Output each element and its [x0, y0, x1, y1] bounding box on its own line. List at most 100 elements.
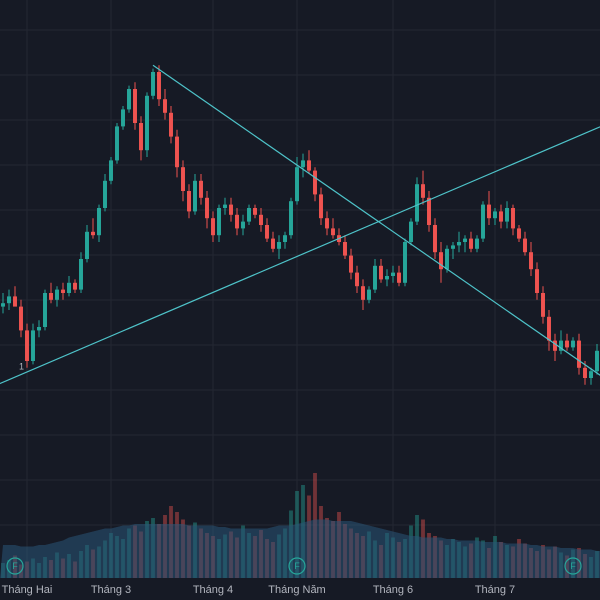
candle-body — [475, 238, 479, 249]
candle-body — [7, 296, 11, 304]
candle-body — [163, 99, 167, 113]
candle-body — [133, 89, 137, 123]
candle-body — [397, 272, 401, 283]
candle-body — [259, 214, 263, 225]
candle-body — [25, 330, 29, 361]
flag-marker-label: F — [570, 561, 576, 571]
candle-body — [157, 72, 161, 100]
candle-body — [43, 293, 47, 327]
candle-body — [205, 197, 209, 219]
candle-body — [151, 72, 155, 96]
candle-body — [511, 208, 515, 229]
candle-body — [139, 123, 143, 151]
candle-body — [277, 242, 281, 249]
candle-body — [451, 245, 455, 249]
grid-lines — [0, 0, 600, 578]
candle-body — [559, 340, 563, 351]
x-tick-label: Tháng 4 — [193, 584, 233, 596]
candle-body — [283, 235, 287, 242]
flag-marker-label: F — [12, 561, 18, 571]
candle-body — [373, 265, 377, 290]
candle-body — [565, 340, 569, 348]
candle-body — [409, 221, 413, 242]
candle-body — [349, 255, 353, 273]
candle-body — [37, 327, 41, 331]
candle-body — [541, 293, 545, 317]
candle-body — [127, 89, 131, 110]
candle-body — [595, 350, 599, 372]
candle-body — [319, 194, 323, 219]
candle-body — [367, 289, 371, 300]
candle-body — [589, 371, 593, 378]
trendlines — [0, 64, 600, 385]
x-tick-label: Tháng Năm — [268, 584, 325, 596]
candle-body — [175, 136, 179, 168]
candle-body — [289, 201, 293, 236]
candle-body — [271, 238, 275, 249]
candle-body — [169, 112, 173, 137]
candle-body — [445, 248, 449, 270]
candle-body — [121, 109, 125, 127]
candle-body — [265, 225, 269, 239]
candle-body — [247, 208, 251, 222]
candle-body — [217, 208, 221, 236]
candle-body — [55, 289, 59, 300]
candle-body — [325, 218, 329, 229]
trendline — [152, 64, 600, 376]
candle-body — [463, 238, 467, 242]
candle-body — [553, 340, 557, 351]
candle-body — [547, 316, 551, 341]
candle-body — [481, 204, 485, 239]
x-tick-label: Tháng Hai — [2, 584, 53, 596]
candle-body — [235, 214, 239, 229]
candle-body — [535, 269, 539, 293]
trendline — [0, 126, 600, 385]
candle-body — [433, 225, 437, 253]
candle-body — [583, 367, 587, 378]
candle-body — [19, 306, 23, 331]
candle-body — [469, 238, 473, 249]
candle-body — [577, 340, 581, 368]
candle-body — [91, 231, 95, 236]
candle-body — [457, 242, 461, 246]
candle-body — [253, 208, 257, 215]
flag-marker-circle — [564, 557, 582, 575]
candle-body — [385, 276, 389, 280]
candle-body — [229, 204, 233, 215]
candle-body — [67, 282, 71, 293]
candle-body — [97, 208, 101, 236]
price-candles — [1, 65, 599, 385]
flag-marker-circle — [6, 557, 24, 575]
candle-body — [13, 296, 17, 307]
volume-moving-average-area — [0, 519, 600, 578]
candle-body — [79, 259, 83, 290]
candle-body — [211, 218, 215, 236]
candle-body — [109, 160, 113, 181]
candle-body — [415, 184, 419, 222]
candle-body — [421, 184, 425, 198]
candle-body — [145, 95, 149, 151]
candle-body — [49, 293, 53, 300]
candle-body — [331, 228, 335, 236]
candle-body — [295, 167, 299, 202]
candle-body — [181, 167, 185, 191]
x-tick-label: Tháng 3 — [91, 584, 131, 596]
candle-body — [61, 289, 65, 293]
candle-body — [301, 160, 305, 168]
candle-body — [361, 286, 365, 300]
candle-body — [241, 221, 245, 229]
candle-body — [391, 272, 395, 276]
annotations: 1 — [19, 361, 24, 371]
flag-marker-label: F — [294, 561, 300, 571]
candle-body — [439, 252, 443, 270]
candle-body — [427, 197, 431, 225]
candle-body — [193, 180, 197, 212]
candle-body — [517, 228, 521, 239]
candle-body — [493, 211, 497, 219]
candle-body — [343, 242, 347, 256]
annotation-label: 1 — [19, 361, 24, 371]
candle-body — [223, 204, 227, 208]
x-tick-label: Tháng 7 — [475, 584, 515, 596]
